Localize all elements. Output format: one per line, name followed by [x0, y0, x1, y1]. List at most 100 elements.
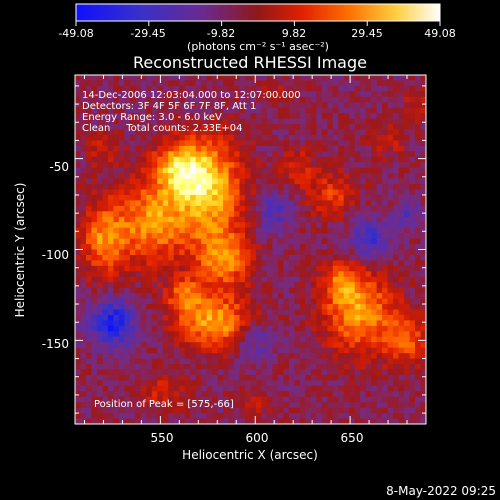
- heatmap-cell: [201, 184, 208, 191]
- heatmap-cell: [113, 118, 120, 125]
- heatmap-cell: [184, 211, 191, 218]
- heatmap-cell: [217, 320, 224, 327]
- heatmap-cell: [146, 336, 153, 343]
- heatmap-cell: [96, 336, 104, 343]
- heatmap-cell: [173, 364, 180, 371]
- heatmap-cell: [118, 413, 125, 420]
- heatmap-cell: [277, 287, 284, 294]
- heatmap-cell: [387, 385, 394, 392]
- heatmap-cell: [266, 113, 274, 120]
- heatmap-cell: [398, 385, 405, 392]
- heatmap-cell: [338, 200, 345, 207]
- heatmap-cell: [321, 85, 328, 92]
- heatmap-cell: [91, 222, 98, 229]
- heatmap-cell: [415, 254, 422, 261]
- heatmap-cell: [299, 118, 306, 125]
- heatmap-cell: [415, 298, 422, 305]
- heatmap-cell: [305, 364, 312, 371]
- heatmap-cell: [146, 396, 153, 403]
- heatmap-cell: [206, 374, 213, 381]
- heatmap-cell: [102, 369, 109, 376]
- heatmap-cell: [140, 418, 147, 424]
- heatmap-cell: [85, 396, 93, 403]
- heatmap-cell: [338, 260, 345, 267]
- heatmap-cell: [261, 216, 268, 223]
- heatmap-cell: [75, 260, 82, 267]
- heatmap-cell: [288, 222, 295, 229]
- heatmap-cell: [327, 293, 334, 300]
- heatmap-cell: [107, 369, 114, 376]
- heatmap-cell: [420, 358, 426, 365]
- heatmap-cell: [327, 407, 334, 414]
- heatmap-cell: [129, 342, 136, 349]
- heatmap-cell: [272, 189, 279, 196]
- heatmap-cell: [332, 80, 339, 87]
- heatmap-cell: [195, 162, 202, 169]
- heatmap-cell: [206, 194, 213, 202]
- heatmap-cell: [129, 304, 136, 311]
- heatmap-cell: [376, 156, 383, 163]
- heatmap-cell: [316, 238, 323, 245]
- heatmap-cell: [338, 385, 345, 392]
- heatmap-cell: [91, 80, 98, 87]
- heatmap-cell: [338, 413, 345, 420]
- heatmap-cell: [124, 380, 131, 387]
- heatmap-cell: [245, 85, 252, 92]
- heatmap-cell: [365, 396, 372, 403]
- heatmap-cell: [250, 96, 257, 103]
- heatmap-cell: [162, 314, 169, 321]
- heatmap-cell: [299, 364, 306, 371]
- heatmap-cell: [316, 162, 323, 169]
- heatmap-cell: [124, 227, 131, 234]
- heatmap-cell: [179, 167, 186, 174]
- heatmap-cell: [217, 391, 224, 398]
- heatmap-cell: [299, 320, 306, 327]
- heatmap-cell: [420, 184, 426, 191]
- heatmap-cell: [168, 205, 175, 212]
- heatmap-cell: [228, 151, 235, 158]
- heatmap-cell: [283, 96, 290, 103]
- heatmap-cell: [75, 385, 82, 392]
- heatmap-cell: [272, 156, 279, 163]
- heatmap-cell: [157, 254, 164, 261]
- heatmap-cell: [201, 385, 208, 392]
- heatmap-cell: [310, 385, 317, 392]
- heatmap-cell: [85, 271, 93, 278]
- heatmap-cell: [168, 113, 175, 120]
- heatmap-cell: [206, 407, 213, 414]
- heatmap-cell: [266, 265, 274, 272]
- heatmap-cell: [168, 162, 175, 169]
- heatmap-cell: [310, 271, 317, 278]
- heatmap-cell: [387, 200, 394, 207]
- heatmap-cell: [179, 134, 186, 142]
- heatmap-cell: [124, 91, 131, 98]
- heatmap-cell: [365, 249, 372, 256]
- heatmap-cell: [195, 85, 202, 92]
- heatmap-cell: [255, 249, 263, 256]
- heatmap-cell: [376, 314, 383, 321]
- heatmap-cell: [316, 124, 323, 131]
- heatmap-cell: [162, 353, 169, 360]
- heatmap-cell: [151, 167, 158, 174]
- heatmap-cell: [118, 265, 125, 272]
- heatmap-cell: [113, 184, 120, 191]
- heatmap-cell: [206, 151, 213, 158]
- heatmap-cell: [124, 396, 131, 403]
- heatmap-cell: [288, 342, 295, 349]
- heatmap-cell: [212, 216, 219, 223]
- heatmap-cell: [371, 184, 378, 191]
- heatmap-cell: [124, 353, 131, 360]
- heatmap-cell: [179, 102, 186, 109]
- heatmap-cell: [212, 249, 219, 256]
- heatmap-cell: [415, 265, 422, 272]
- heatmap-cell: [157, 178, 164, 185]
- heatmap-cell: [151, 189, 158, 196]
- heatmap-cell: [184, 304, 191, 311]
- heatmap-cell: [250, 227, 257, 234]
- heatmap-cell: [420, 167, 426, 174]
- heatmap-cell: [162, 167, 169, 174]
- heatmap-cell: [415, 358, 422, 365]
- heatmap-cell: [91, 151, 98, 158]
- heatmap-cell: [354, 162, 361, 169]
- heatmap-cell: [288, 304, 295, 311]
